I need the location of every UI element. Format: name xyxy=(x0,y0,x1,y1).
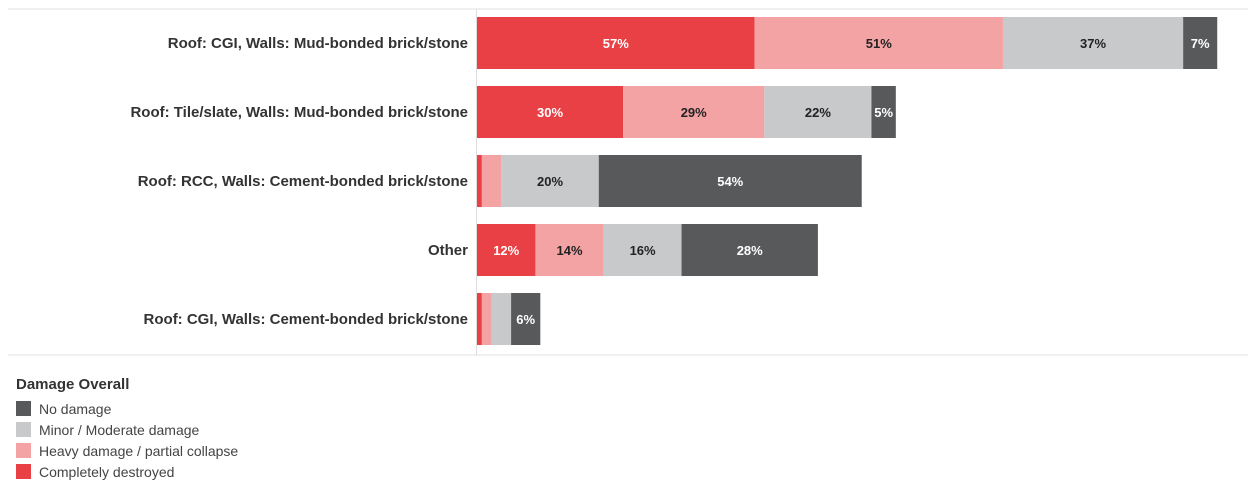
legend-item: Heavy damage / partial collapse xyxy=(16,440,238,461)
legend-title: Damage Overall xyxy=(16,376,130,393)
bar-segment xyxy=(491,293,512,345)
legend-label: No damage xyxy=(39,400,112,417)
legend-swatch xyxy=(16,443,31,458)
data-label: 5% xyxy=(874,105,893,120)
bar-segment xyxy=(681,224,818,276)
bar-segment xyxy=(477,86,624,138)
bar-segment xyxy=(477,224,536,276)
category-label: Other xyxy=(428,242,468,259)
data-label: 30% xyxy=(537,105,563,120)
bar-segment xyxy=(598,155,862,207)
data-label: 37% xyxy=(1080,36,1106,51)
legend-items: No damage Minor / Moderate damage Heavy da… xyxy=(16,398,238,482)
legend-label: Heavy damage / partial collapse xyxy=(39,442,239,459)
bar-segment xyxy=(511,293,541,345)
data-label: 6% xyxy=(516,312,535,327)
legend-item: Minor / Moderate damage xyxy=(16,419,238,440)
data-label: 14% xyxy=(557,243,583,258)
bar-segment xyxy=(603,224,682,276)
bar-segment xyxy=(1002,17,1184,69)
legend-swatch xyxy=(16,464,31,479)
data-label: 29% xyxy=(681,105,707,120)
bar-segment xyxy=(477,155,482,207)
stacked-bar-chart: Roof: CGI, Walls: Mud-bonded brick/stone… xyxy=(8,8,1248,356)
bar-group: 57% 51% 37% 7% 30% 29% 22% 5% 20% 54% 12% 14% 16% 28%… xyxy=(477,17,1218,345)
legend-swatch xyxy=(16,422,31,437)
data-label: 28% xyxy=(737,243,763,258)
bar-segment xyxy=(535,224,604,276)
data-label: 57% xyxy=(603,36,629,51)
bar-segment xyxy=(871,86,896,138)
bar-segment xyxy=(477,17,755,69)
data-label: 12% xyxy=(493,243,519,258)
bar-segment xyxy=(764,86,872,138)
bar-segment xyxy=(501,155,599,207)
legend-label: Completely destroyed xyxy=(39,463,175,480)
legend-swatch xyxy=(16,401,31,416)
bar-segment xyxy=(623,86,765,138)
data-label: 20% xyxy=(537,174,563,189)
bar-segment xyxy=(481,155,502,207)
legend-label: Minor / Moderate damage xyxy=(39,421,200,438)
legend-item: No damage xyxy=(16,398,238,419)
category-label: Roof: RCC, Walls: Cement-bonded brick/st… xyxy=(138,173,468,190)
data-label: 54% xyxy=(717,174,743,189)
bar-segment xyxy=(754,17,1003,69)
data-label: 16% xyxy=(630,243,656,258)
data-label: 22% xyxy=(805,105,831,120)
legend-item: Completely destroyed xyxy=(16,461,238,482)
category-labels: Roof: CGI, Walls: Mud-bonded brick/stone… xyxy=(130,35,468,328)
data-label: 7% xyxy=(1191,36,1210,51)
category-label: Roof: CGI, Walls: Mud-bonded brick/stone xyxy=(168,35,468,52)
category-label: Roof: CGI, Walls: Cement-bonded brick/st… xyxy=(144,311,468,328)
bar-segment xyxy=(481,293,492,345)
data-label: 51% xyxy=(866,36,892,51)
category-label: Roof: Tile/slate, Walls: Mud-bonded bric… xyxy=(130,104,468,121)
bar-segment xyxy=(1183,17,1218,69)
legend: Damage Overall No damage Minor / Moderate… xyxy=(16,376,238,482)
bar-segment xyxy=(477,293,482,345)
